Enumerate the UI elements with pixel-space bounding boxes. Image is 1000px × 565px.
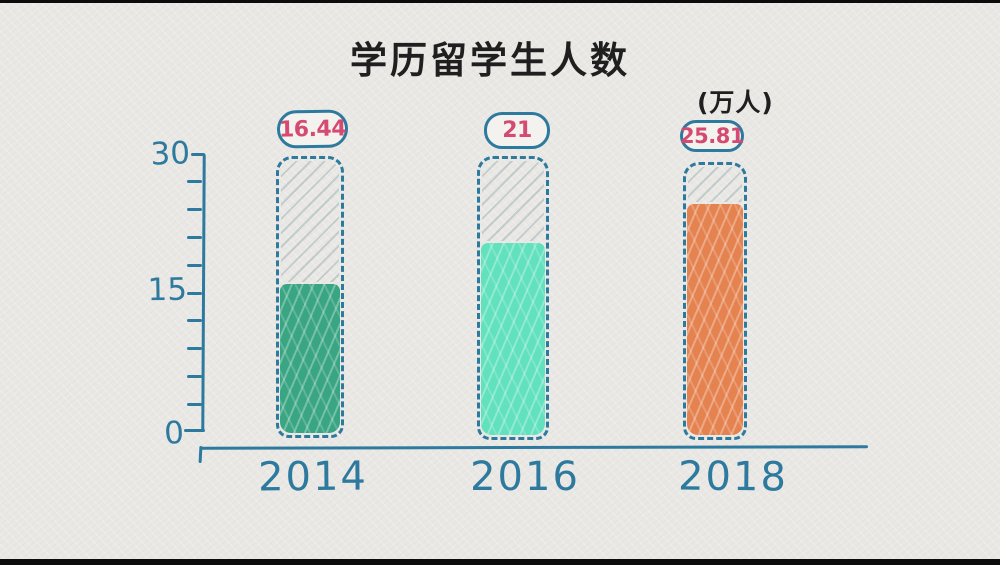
value-badge-2018: 25.81 xyxy=(680,120,744,152)
value-badge-2014: 16.44 xyxy=(276,109,349,149)
chart-title: 学历留学生人数 xyxy=(350,39,630,82)
y-axis-tick xyxy=(187,180,202,183)
y-axis-tick xyxy=(187,319,202,322)
bar-tube-2016 xyxy=(477,156,549,440)
bar-fill-2018 xyxy=(687,204,743,435)
bar-empty-hatch xyxy=(688,167,742,202)
bar-empty-hatch xyxy=(281,161,339,282)
bar-tube-2014 xyxy=(276,156,344,438)
y-axis-tick xyxy=(187,264,202,267)
bar-empty-hatch xyxy=(482,161,544,241)
y-axis-tick xyxy=(187,347,202,350)
y-axis-tick xyxy=(187,208,202,211)
unit-label: (万人) xyxy=(697,88,774,117)
y-axis-tick xyxy=(187,292,202,295)
x-tick-label-2016: 2016 xyxy=(470,454,580,500)
value-badge-2016: 21 xyxy=(484,112,550,149)
letterbox-bottom xyxy=(0,559,1000,565)
x-tick-label-2018: 2018 xyxy=(677,453,789,501)
x-axis-left-stub xyxy=(198,445,203,464)
x-tick-label-2014: 2014 xyxy=(257,453,369,501)
y-tick-label-15: 15 xyxy=(147,271,188,309)
y-axis-ticks xyxy=(187,154,202,432)
y-axis-top-cap xyxy=(191,153,205,156)
y-tick-label-0: 0 xyxy=(163,414,185,452)
x-axis-line xyxy=(199,445,869,450)
bar-fill-2016 xyxy=(481,243,545,435)
bar-fill-2014 xyxy=(280,284,340,433)
y-axis-tick xyxy=(187,403,202,406)
y-axis-tick xyxy=(187,236,202,239)
y-tick-label-30: 30 xyxy=(149,135,191,173)
bar-tube-2018 xyxy=(683,162,747,440)
y-axis-tick xyxy=(187,375,202,378)
y-axis-bottom-cap xyxy=(184,429,205,432)
letterbox-top xyxy=(0,0,1000,3)
